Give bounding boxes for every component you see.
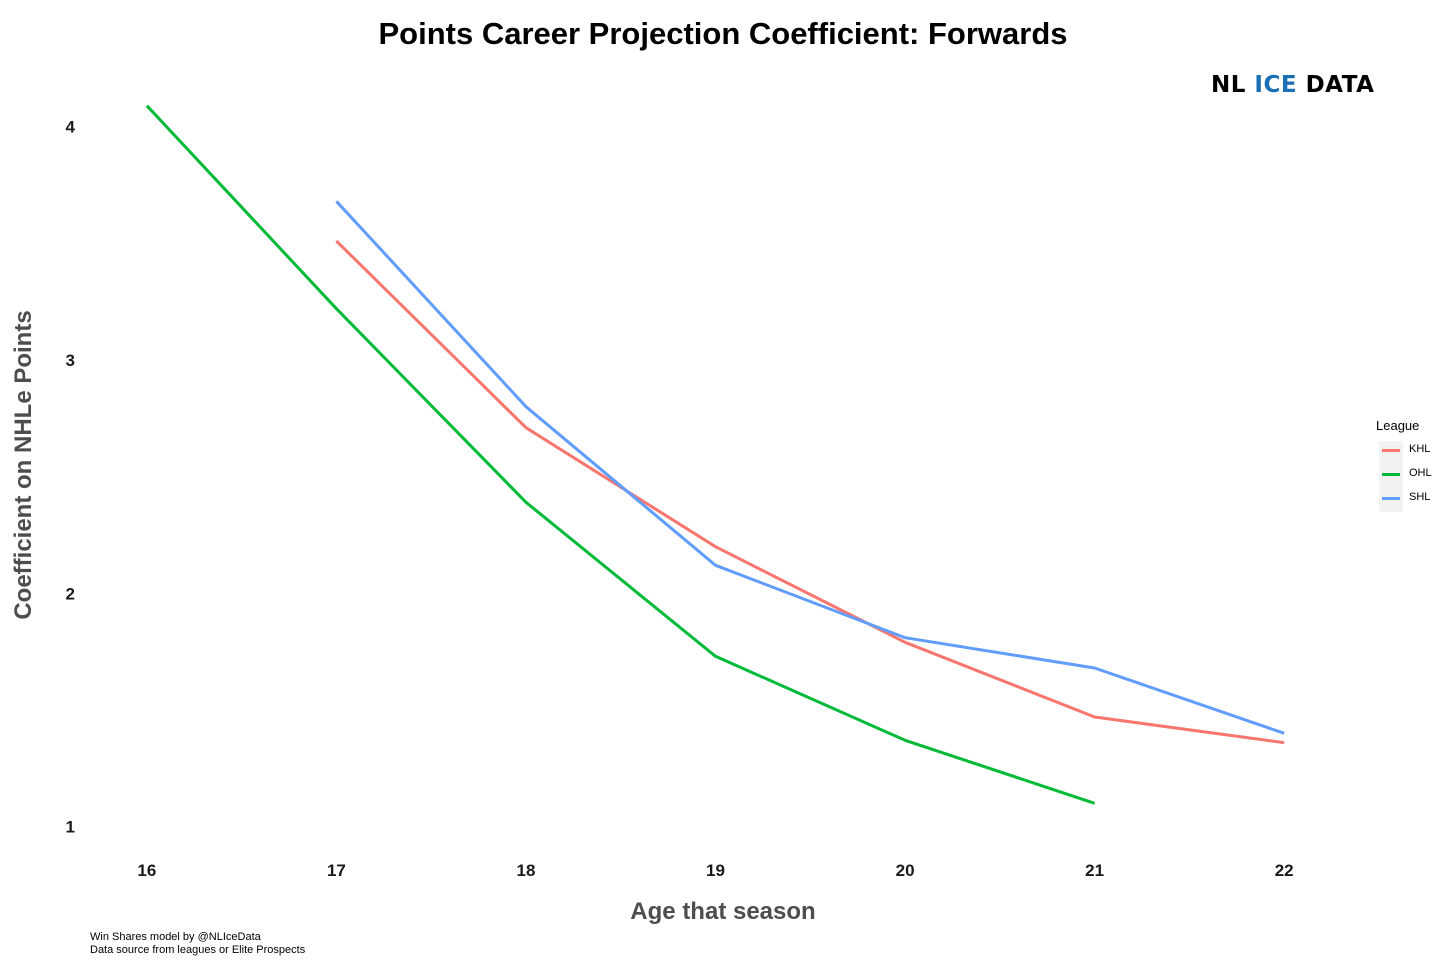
- y-axis-ticks: 1 2 3 4: [66, 118, 76, 837]
- y-tick-label-3: 3: [66, 351, 75, 370]
- x-tick-label-22: 22: [1275, 861, 1294, 880]
- x-axis-ticks: 16 17 18 19 20 21 22: [137, 861, 1293, 880]
- x-tick-label-16: 16: [137, 861, 156, 880]
- x-axis-label: Age that season: [630, 898, 816, 925]
- logo-part-data: DATA: [1297, 72, 1375, 98]
- x-tick-label-17: 17: [327, 861, 346, 880]
- legend-item-ohl: OHL: [1376, 463, 1432, 487]
- legend-title: League: [1376, 418, 1420, 433]
- legend-item-khl: KHL: [1376, 439, 1430, 463]
- y-axis-label: Coefficient on NHLe Points: [10, 310, 37, 620]
- legend-label-khl: KHL: [1409, 443, 1431, 455]
- x-tick-label-18: 18: [517, 861, 536, 880]
- x-tick-label-19: 19: [706, 861, 725, 880]
- x-tick-label-20: 20: [896, 861, 915, 880]
- y-tick-label-1: 1: [66, 818, 75, 837]
- legend-line-khl: [1382, 449, 1400, 452]
- legend-label-shl: SHL: [1409, 491, 1431, 503]
- x-tick-label-21: 21: [1085, 861, 1104, 880]
- legend: League KHL OHL SHL: [1376, 418, 1432, 512]
- legend-key-background: [1379, 441, 1403, 512]
- series-lines: [145, 104, 1285, 805]
- caption: Win Shares model by @NLIceData Data sour…: [90, 931, 305, 957]
- logo-part-ice: ICE: [1254, 72, 1298, 98]
- legend-label-ohl: OHL: [1409, 467, 1432, 479]
- series-line-ohl: [145, 104, 1096, 805]
- series-line-shl: [335, 200, 1285, 735]
- y-tick-label-2: 2: [66, 584, 75, 603]
- legend-line-shl: [1382, 497, 1400, 500]
- series-line-khl: [335, 239, 1285, 745]
- caption-line-1: Win Shares model by @NLIceData: [90, 931, 261, 943]
- y-tick-label-4: 4: [66, 118, 76, 137]
- caption-line-2: Data source from leagues or Elite Prospe…: [90, 944, 306, 956]
- legend-item-shl: SHL: [1376, 487, 1430, 511]
- chart-title: Points Career Projection Coefficient: Fo…: [378, 16, 1068, 51]
- nl-ice-data-logo: NL ICE DATA: [1211, 72, 1374, 98]
- logo-part-nl: NL: [1211, 72, 1255, 98]
- legend-line-ohl: [1382, 473, 1400, 476]
